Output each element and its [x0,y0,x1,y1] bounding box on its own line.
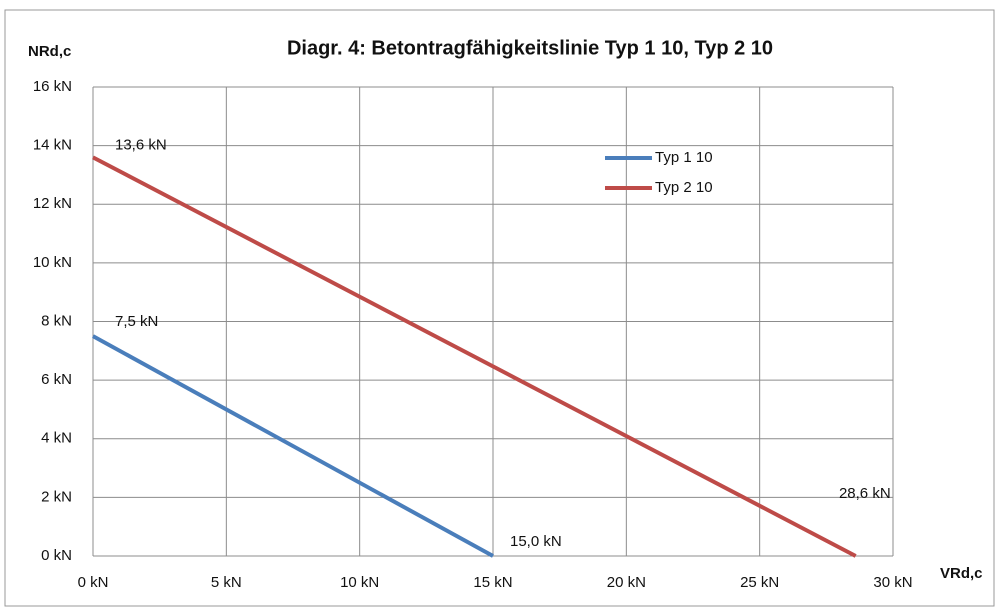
y-tick-label: 16 kN [33,78,72,95]
y-tick-label: 2 kN [41,488,72,505]
data-label: 28,6 kN [839,485,891,502]
x-tick-label: 5 kN [211,574,242,591]
y-axis-label: NRd,c [28,43,71,60]
y-tick-label: 8 kN [41,312,72,329]
legend-label: Typ 1 10 [655,149,713,166]
series-line [92,334,494,558]
series-line [92,155,857,558]
data-label: 7,5 kN [115,313,158,330]
data-label: 15,0 kN [510,533,562,550]
x-axis-label: VRd,c [940,565,983,582]
y-tick-label: 10 kN [33,254,72,271]
x-tick-label: 25 kN [740,574,779,591]
legend-label: Typ 2 10 [655,179,713,196]
y-tick-label: 12 kN [33,195,72,212]
x-tick-label: 20 kN [607,574,646,591]
y-tick-label: 4 kN [41,430,72,447]
chart-border [4,9,995,607]
chart-title: Diagr. 4: Betontragfähigkeitslinie Typ 1… [287,37,773,59]
x-tick-label: 10 kN [340,574,379,591]
y-tick-label: 14 kN [33,137,72,154]
x-tick-label: 15 kN [473,574,512,591]
y-tick-label: 0 kN [41,547,72,564]
x-tick-label: 0 kN [78,574,109,591]
y-tick-label: 6 kN [41,371,72,388]
data-label: 13,6 kN [115,136,167,153]
x-tick-label: 30 kN [873,574,912,591]
